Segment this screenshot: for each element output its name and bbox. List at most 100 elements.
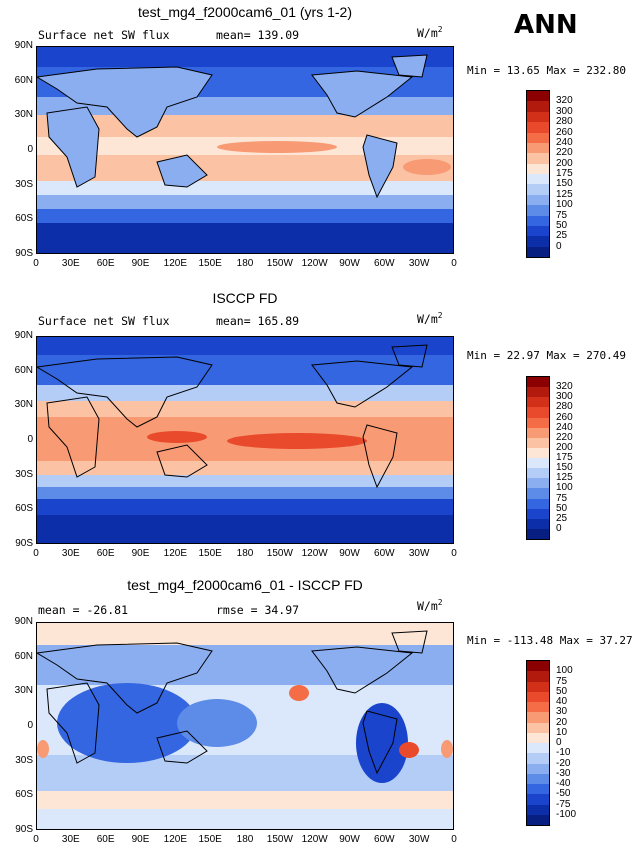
colorbar-level-label: -30 [556,767,571,779]
lat-tick-label: 90N [14,616,33,627]
lat-tick-label: 30S [15,754,33,766]
lon-tick-label: 60E [96,834,115,845]
lon-tick-label: 120E [163,258,187,269]
colorbar-swatch [527,681,549,692]
colorbar-swatch [527,763,549,774]
colorbar-swatch [527,458,549,469]
colorbar-level-label: -20 [556,757,571,769]
colorbar-level-label: 25 [556,512,568,524]
colorbar-level-label: 175 [556,452,573,463]
lat-tick-label: 30N [14,685,33,697]
lon-tick-label: 30E [61,258,80,269]
lon-tick-label: 120E [163,548,187,559]
colorbar-swatch [527,427,549,438]
colorbar-level-label: -75 [556,798,571,810]
lon-tick-label: 120W [301,258,328,269]
colorbar-level-label: 280 [556,401,573,413]
colorbar-level-label: 260 [556,411,573,423]
colorbar-swatch [527,468,549,479]
lon-tick-label: 120E [163,834,187,845]
colorbar-swatch [527,184,549,195]
lon-tick-label: 180 [236,548,254,559]
colorbar-level-label: 40 [556,696,568,707]
colorbar-swatch [527,205,549,216]
colorbar-level-label: 320 [556,95,573,107]
colorbar-level-label: 100 [556,482,573,494]
season-label: ANN [514,10,578,40]
colorbar-level-label: 280 [556,116,573,128]
colorbar-swatch [527,407,549,418]
lon-tick-label: 30E [61,548,80,559]
lon-tick-label: 150W [266,258,293,269]
panel-2-units: W/m2 [417,311,443,326]
lon-tick-label: 0 [451,258,457,269]
colorbar-swatch [527,122,549,133]
lat-tick-label: 90S [15,824,33,835]
lat-tick-label: 90N [14,40,33,51]
colorbar-swatch [527,508,549,519]
colorbar-level-label: 125 [556,188,573,200]
lon-tick-label: 90W [339,548,360,559]
lon-tick-label: 0 [33,548,39,559]
lon-tick-label: 150E [198,548,222,559]
lat-tick-label: 60N [14,74,33,86]
lon-tick-label: 150E [198,834,222,845]
colorbar-swatch [527,528,549,539]
colorbar-swatch [527,387,549,398]
lon-tick-label: 30E [61,834,80,845]
colorbar-swatch [527,153,549,164]
lat-tick-label: 90S [15,538,33,549]
colorbar-swatch [527,773,549,784]
colorbar-level-label: 220 [556,147,573,159]
lon-tick-label: 60E [96,548,115,559]
panel-1-title: test_mg4_f2000cam6_01 (yrs 1-2) [138,4,352,20]
lat-tick-label: 30S [15,178,33,190]
colorbar-level-label: -10 [556,747,571,759]
colorbar-swatch [527,722,549,733]
colorbar-swatch [527,163,549,174]
colorbar-level-label: 75 [556,675,568,687]
lat-tick-label: 0 [27,720,33,731]
colorbar-swatch [527,498,549,509]
lon-tick-label: 90E [131,258,150,269]
lon-tick-label: 0 [33,834,39,845]
colorbar-swatch [527,518,549,529]
panel-3-map [36,622,454,830]
colorbar-swatch [527,417,549,428]
lon-tick-label: 60W [374,548,395,559]
lon-tick-label: 120W [301,548,328,559]
lon-tick-label: 60W [374,834,395,845]
lon-tick-label: 60W [374,258,395,269]
panel-2-min-max: Min = 22.97 Max = 270.49 [467,349,626,362]
colorbar-swatch [527,101,549,112]
lon-tick-label: 30W [408,834,430,845]
panel-2-colorbar [526,376,550,540]
colorbar-swatch [527,814,549,825]
colorbar-level-label: 300 [556,391,573,403]
colorbar-level-label: 0 [556,737,562,748]
lon-tick-label: 60E [96,258,115,269]
lon-tick-label: 180 [236,258,254,269]
panel-3-min-max: Min = -113.48 Max = 37.27 [467,634,633,647]
colorbar-swatch [527,753,549,764]
panel-3-center-label: rmse = 34.97 [216,603,300,617]
colorbar-level-label: 200 [556,441,573,453]
colorbar-level-label: 50 [556,502,568,514]
colorbar-swatch [527,236,549,247]
panel-3-title: test_mg4_f2000cam6_01 - ISCCP FD [127,577,363,593]
colorbar-level-label: -50 [556,788,571,800]
colorbar-swatch [527,691,549,702]
colorbar-swatch [527,784,549,795]
colorbar-swatch [527,111,549,123]
colorbar-level-label: 75 [556,209,568,221]
colorbar-level-label: 260 [556,126,573,138]
colorbar-swatch [527,794,549,805]
colorbar-swatch [527,132,549,143]
lat-tick-label: 0 [27,434,33,445]
panel-2-center-label: mean= 165.89 [216,314,300,328]
lon-tick-label: 120W [301,834,328,845]
colorbar-level-label: 240 [556,421,573,433]
colorbar-level-label: 10 [556,726,568,738]
colorbar-swatch [527,142,549,154]
lon-tick-label: 90E [131,834,150,845]
